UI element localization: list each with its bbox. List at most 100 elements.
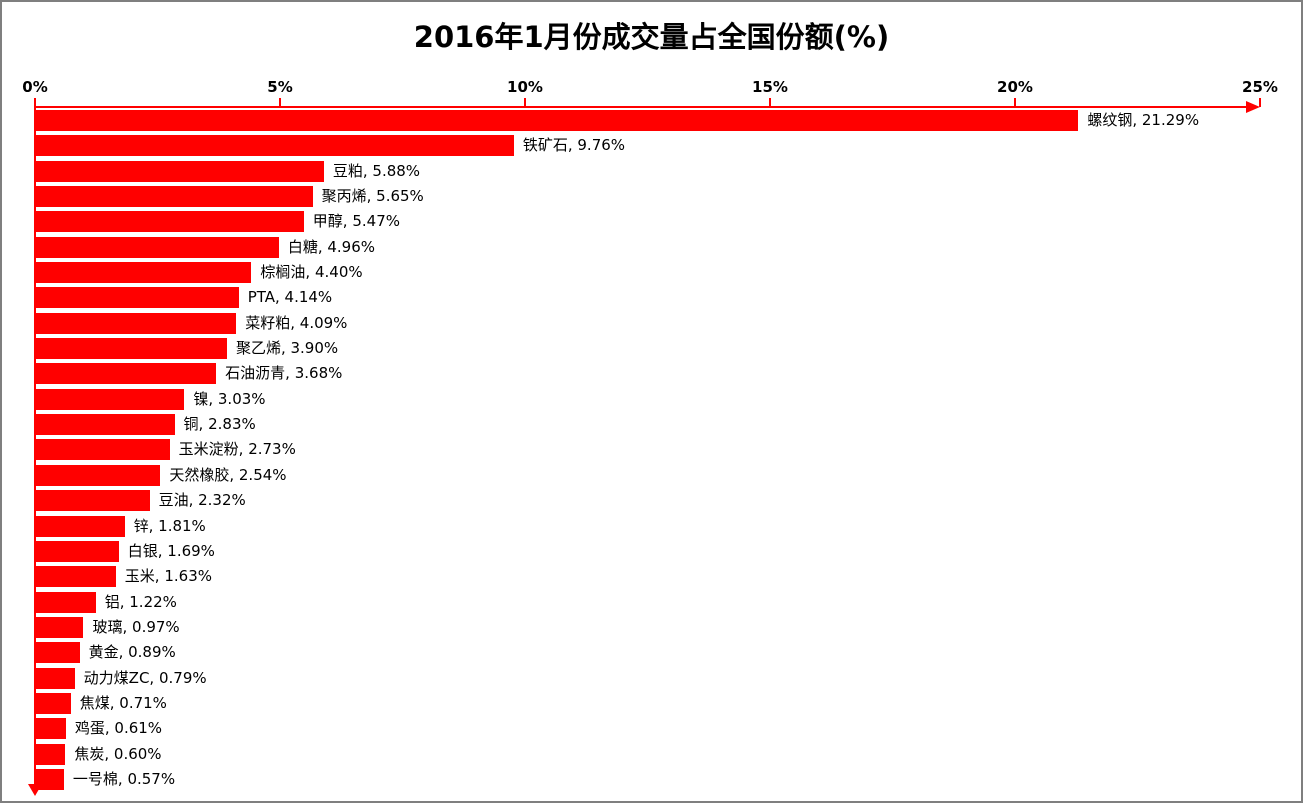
bar	[36, 566, 116, 588]
x-axis-tick-label: 5%	[267, 78, 293, 96]
bar-row: 锌, 1.81%	[36, 515, 1260, 537]
bar-row: 石油沥青, 3.68%	[36, 363, 1260, 385]
bar-data-label: 焦炭, 0.60%	[74, 744, 162, 763]
bar	[36, 262, 252, 284]
bar-data-label: 玉米, 1.63%	[124, 567, 212, 586]
bar-row: 玉米淀粉, 2.73%	[36, 439, 1260, 461]
bar	[36, 388, 185, 410]
x-axis-tick-mark	[34, 98, 36, 107]
bar	[36, 667, 75, 689]
bar-data-label: 玉米淀粉, 2.73%	[178, 440, 296, 459]
bar	[36, 515, 125, 537]
bar	[36, 490, 150, 512]
bar-data-label: 聚丙烯, 5.65%	[321, 187, 424, 206]
bar-row: 焦煤, 0.71%	[36, 692, 1260, 714]
x-axis-tick-mark	[524, 98, 526, 107]
bar	[36, 287, 239, 309]
bar	[36, 616, 84, 638]
bar-data-label: 焦煤, 0.71%	[79, 693, 167, 712]
bar-row: 镍, 3.03%	[36, 388, 1260, 410]
bar-data-label: 甲醇, 5.47%	[312, 212, 400, 231]
bar-row: 玻璃, 0.97%	[36, 616, 1260, 638]
bar	[36, 160, 324, 182]
bar	[36, 642, 80, 664]
x-axis-tick-label: 10%	[507, 78, 543, 96]
x-axis-tick-labels: 0% 5% 10% 15% 20% 25%	[22, 78, 1278, 98]
bar	[36, 312, 237, 334]
bar-row: 铝, 1.22%	[36, 591, 1260, 613]
bar-row: PTA, 4.14%	[36, 287, 1260, 309]
bar-data-label: 天然橡胶, 2.54%	[169, 465, 287, 484]
bar-row: 聚乙烯, 3.90%	[36, 338, 1260, 360]
x-axis-arrow-right-icon	[1246, 101, 1260, 113]
bar-row: 焦炭, 0.60%	[36, 743, 1260, 765]
x-axis-tick-label: 0%	[22, 78, 48, 96]
bar	[36, 768, 64, 790]
bar-row: 玉米, 1.63%	[36, 566, 1260, 588]
bar-row: 豆粕, 5.88%	[36, 160, 1260, 182]
x-axis-tick-mark	[769, 98, 771, 107]
bar-data-label: 白糖, 4.96%	[287, 237, 376, 256]
bar-row: 螺纹钢, 21.29%	[36, 110, 1260, 131]
bar-data-label: 石油沥青, 3.68%	[225, 364, 343, 383]
bar-data-label: 菜籽粕, 4.09%	[245, 313, 348, 332]
bar-row: 铁矿石, 9.76%	[36, 135, 1260, 157]
chart-title: 2016年1月份成交量占全国份额(%)	[413, 20, 890, 54]
bar-data-label: 豆油, 2.32%	[158, 491, 246, 510]
x-axis-line	[35, 106, 1250, 108]
bar	[36, 439, 170, 461]
bar-data-label: 铝, 1.22%	[104, 592, 177, 611]
x-axis-tick-label: 20%	[997, 78, 1033, 96]
bar-row: 动力煤ZC, 0.79%	[36, 667, 1260, 689]
bar-row: 白糖, 4.96%	[36, 236, 1260, 258]
bar	[36, 186, 313, 208]
bar-row: 铜, 2.83%	[36, 414, 1260, 436]
x-axis-tick-label: 25%	[1242, 78, 1278, 96]
x-axis-tick-marks	[34, 98, 1261, 107]
bar-row: 棕榈油, 4.40%	[36, 262, 1260, 284]
bar-data-label: 一号棉, 0.57%	[72, 769, 176, 788]
bar-data-label: 铁矿石, 9.76%	[522, 136, 626, 155]
bar-row: 菜籽粕, 4.09%	[36, 312, 1260, 334]
bar-row: 白银, 1.69%	[36, 540, 1260, 562]
bar	[36, 540, 119, 562]
bar-data-label: 铜, 2.83%	[183, 415, 256, 434]
bar	[36, 338, 227, 360]
bar-row: 聚丙烯, 5.65%	[36, 186, 1260, 208]
bar-data-label: PTA, 4.14%	[247, 288, 333, 307]
bar-data-label: 黄金, 0.89%	[88, 643, 176, 662]
bar-data-label: 镍, 3.03%	[193, 389, 266, 408]
bar-row: 鸡蛋, 0.61%	[36, 718, 1260, 740]
y-axis-line	[34, 107, 36, 785]
bar	[36, 135, 514, 157]
bar-data-label: 玻璃, 0.97%	[92, 617, 180, 636]
bar-data-label: 白银, 1.69%	[127, 541, 215, 560]
bar	[36, 414, 175, 436]
x-axis-tick-label: 15%	[752, 78, 788, 96]
bar-data-label: 螺纹钢, 21.29%	[1087, 111, 1200, 129]
x-axis-tick-mark	[1259, 98, 1261, 107]
bar	[36, 236, 279, 258]
bar-data-label: 锌, 1.81%	[133, 516, 206, 535]
bar-data-label: 豆粕, 5.88%	[332, 161, 421, 180]
bar-data-label: 鸡蛋, 0.61%	[74, 719, 163, 738]
bar-row: 豆油, 2.32%	[36, 490, 1260, 512]
bar-row: 天然橡胶, 2.54%	[36, 464, 1260, 486]
bar-row: 黄金, 0.89%	[36, 642, 1260, 664]
bar	[36, 110, 1079, 131]
bar-row: 一号棉, 0.57%	[36, 768, 1260, 790]
bar-data-label: 动力煤ZC, 0.79%	[83, 668, 207, 687]
bar	[36, 211, 304, 233]
bar-row: 甲醇, 5.47%	[36, 211, 1260, 233]
x-axis-tick-mark	[279, 98, 281, 107]
bar	[36, 591, 96, 613]
bar-data-label: 聚乙烯, 3.90%	[235, 339, 339, 358]
x-axis-tick-mark	[1014, 98, 1016, 107]
bar	[36, 464, 161, 486]
bar	[36, 363, 217, 385]
bar	[36, 718, 66, 740]
bar	[36, 743, 66, 765]
plot-area: 螺纹钢, 21.29% 铁矿石, 9.76% 豆粕, 5.88% 聚丙烯, 5.65%…	[36, 110, 1260, 790]
bar-data-label: 棕榈油, 4.40%	[260, 263, 363, 282]
